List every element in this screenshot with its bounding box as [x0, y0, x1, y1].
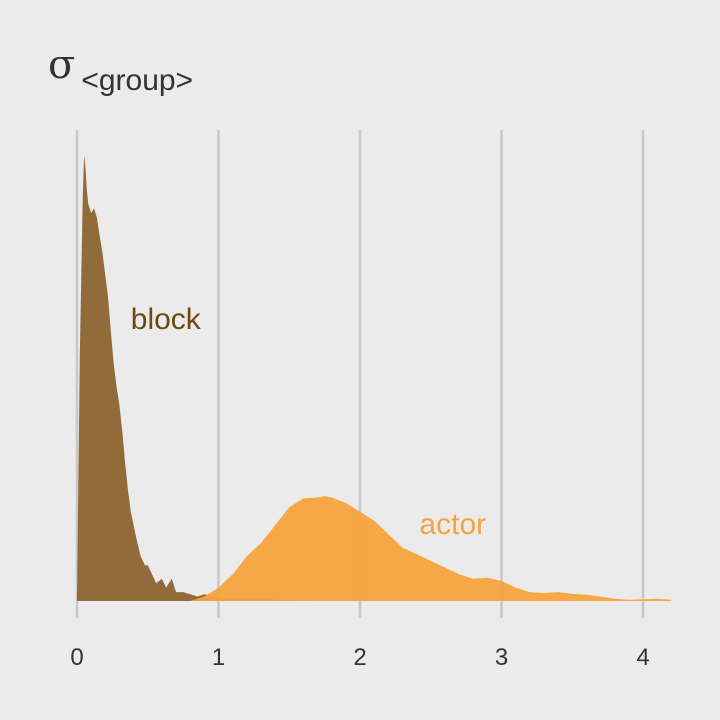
- chart-title: σ <group>: [48, 42, 193, 97]
- x-axis: 0 1 2 3 4: [70, 644, 649, 671]
- density-areas: [77, 155, 672, 601]
- x-tick-label-0: 0: [70, 644, 83, 671]
- gridlines: [75, 130, 645, 618]
- series-label-actor: actor: [419, 508, 486, 541]
- title-symbol: σ: [48, 42, 75, 88]
- x-tick-label-1: 1: [212, 644, 225, 671]
- density-area-block: [77, 155, 360, 601]
- x-tick-label-2: 2: [353, 644, 366, 671]
- series-label-block: block: [131, 303, 202, 336]
- x-tick-label-3: 3: [495, 644, 508, 671]
- series-labels: block actor: [131, 303, 486, 541]
- density-area-actor: [190, 496, 672, 601]
- x-tick-label-4: 4: [636, 644, 649, 671]
- title-subscript: <group>: [81, 64, 193, 97]
